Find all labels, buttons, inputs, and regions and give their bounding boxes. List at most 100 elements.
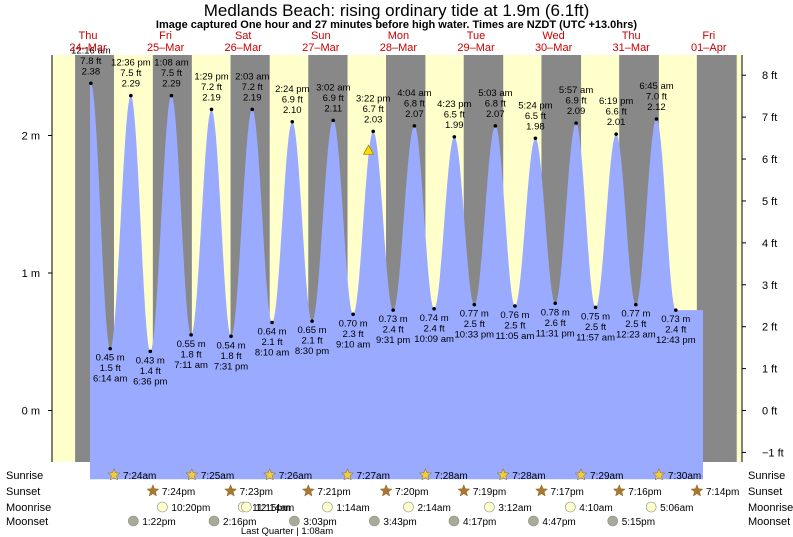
high-tide-label: 2.38 — [82, 66, 101, 77]
low-tide-label: 9:31 pm — [376, 335, 410, 346]
moonset-time: 3:03pm — [303, 517, 336, 528]
sunrise-time: 7:26am — [279, 471, 312, 482]
low-tide-label: 0.75 m — [581, 311, 610, 322]
low-tide-label: 2.5 ft — [625, 319, 646, 330]
high-tide-label: 4:23 pm — [437, 99, 471, 110]
day-weekday-label: Sat — [235, 30, 252, 42]
high-tide-label: 2.11 — [324, 103, 342, 114]
moonrise-time: 5:06am — [660, 503, 693, 514]
low-tide-label: 7:11 am — [174, 360, 208, 371]
high-tide-label: 4:04 am — [397, 88, 431, 99]
sunrise-icon — [341, 468, 355, 481]
high-tide-label: 2.19 — [243, 92, 262, 103]
high-tide-label: 2.03 — [364, 114, 383, 125]
moonset-time: 4:47pm — [542, 517, 575, 528]
day-weekday-label: Sun — [311, 30, 331, 42]
sunrise-time: 7:28am — [512, 471, 545, 482]
low-tide-point — [310, 319, 314, 323]
low-tide-point — [472, 302, 477, 307]
moonset-icon — [528, 515, 539, 527]
high-tide-label: 2.07 — [405, 109, 424, 120]
high-tide-label: 1:29 pm — [194, 71, 228, 82]
low-tide-label: 9:10 am — [336, 339, 370, 350]
low-tide-label: 11:57 am — [576, 332, 615, 343]
low-tide-label: 0.65 m — [298, 325, 327, 336]
low-tide-label: 10:33 pm — [454, 330, 494, 341]
sunset-icon — [301, 484, 315, 497]
day-date-label: 27–Mar — [302, 42, 340, 54]
moonrise-time: 3:12am — [498, 503, 531, 514]
low-tide-label: 0.73 m — [661, 314, 690, 325]
right-tick-label: 2 ft — [762, 322, 777, 334]
high-tide-label: 7.8 ft — [80, 56, 101, 67]
low-tide-point — [270, 320, 274, 325]
low-tide-point — [351, 312, 355, 317]
high-tide-label: 2:24 pm — [275, 84, 309, 95]
high-tide-point — [331, 118, 336, 123]
low-tide-label: 10:09 am — [414, 334, 454, 345]
high-tide-point — [574, 121, 578, 125]
low-tide-label: 2.5 ft — [585, 322, 606, 333]
high-tide-label: 12:36 pm — [111, 58, 151, 69]
high-tide-label: 1.98 — [526, 121, 545, 132]
day-date-label: 24–Mar — [69, 42, 107, 54]
high-tide-point — [129, 93, 133, 98]
left-tick-label: 1 m — [22, 268, 40, 280]
tide-curve — [90, 83, 703, 480]
sunset-row-label-left: Sunset — [6, 486, 40, 498]
sunset-time: 7:14pm — [706, 487, 739, 498]
high-tide-label: 3:02 am — [316, 82, 350, 93]
high-tide-label: 6:19 pm — [599, 96, 633, 107]
moonrise-time: 4:10am — [579, 503, 612, 514]
low-tide-label: 1.8 ft — [181, 349, 202, 360]
low-tide-point — [513, 304, 517, 308]
day-weekday-label: Mon — [388, 30, 409, 42]
high-tide-label: 1.99 — [445, 120, 464, 131]
moonset-icon — [369, 515, 380, 527]
day-date-label: 30–Mar — [535, 42, 573, 54]
sunrise-time: 7:25am — [201, 471, 234, 482]
low-tide-label: 7:31 pm — [214, 361, 248, 372]
low-tide-point — [391, 308, 395, 312]
moonrise-time: 1:14am — [336, 503, 369, 514]
low-tide-point — [674, 308, 678, 312]
low-tide-label: 6:36 pm — [133, 376, 167, 387]
high-tide-label: 7.0 ft — [646, 92, 667, 103]
sunset-time: 7:23pm — [240, 487, 273, 498]
sunset-row-label-right: Sunset — [748, 486, 782, 498]
sunrise-icon — [418, 468, 432, 481]
high-tide-label: 2.01 — [607, 117, 626, 128]
moonrise-row-label-left: Moonrise — [6, 502, 51, 514]
high-tide-label: 2.29 — [122, 79, 141, 90]
sunrise-time: 7:27am — [357, 471, 390, 482]
low-tide-label: 0.78 m — [541, 307, 570, 318]
high-tide-label: 7.2 ft — [242, 82, 263, 93]
high-tide-label: 1:08 am — [154, 58, 188, 69]
high-tide-label: 3:22 pm — [356, 93, 390, 104]
sunset-icon — [534, 484, 549, 497]
sunset-icon — [379, 484, 393, 497]
sunrise-icon — [574, 468, 588, 481]
day-date-label: 01–Apr — [691, 42, 727, 54]
day-weekday-label: Fri — [159, 30, 172, 42]
low-tide-point — [229, 334, 233, 339]
high-tide-label: 7.5 ft — [161, 68, 182, 79]
high-tide-label: 6.5 ft — [444, 109, 465, 120]
moonrise-icon — [403, 501, 414, 513]
low-tide-label: 2.4 ft — [383, 325, 404, 336]
low-tide-label: 12:43 pm — [656, 335, 696, 346]
high-tide-label: 6.6 ft — [606, 107, 627, 118]
right-tick-label: 4 ft — [762, 238, 777, 250]
night-band — [696, 55, 737, 462]
low-tide-label: 0.43 m — [136, 355, 165, 366]
sunset-time: 7:17pm — [551, 487, 584, 498]
sunset-icon — [224, 484, 238, 497]
sunset-icon — [690, 484, 704, 497]
low-tide-label: 0.76 m — [500, 310, 529, 321]
low-tide-point — [432, 306, 436, 311]
high-tide-label: 2.19 — [202, 92, 221, 103]
moonrise-icon — [322, 501, 333, 513]
moonrise-time: 11:15pm — [252, 503, 290, 514]
sunrise-row-label-right: Sunrise — [748, 470, 785, 482]
right-tick-label: 8 ft — [762, 70, 777, 82]
